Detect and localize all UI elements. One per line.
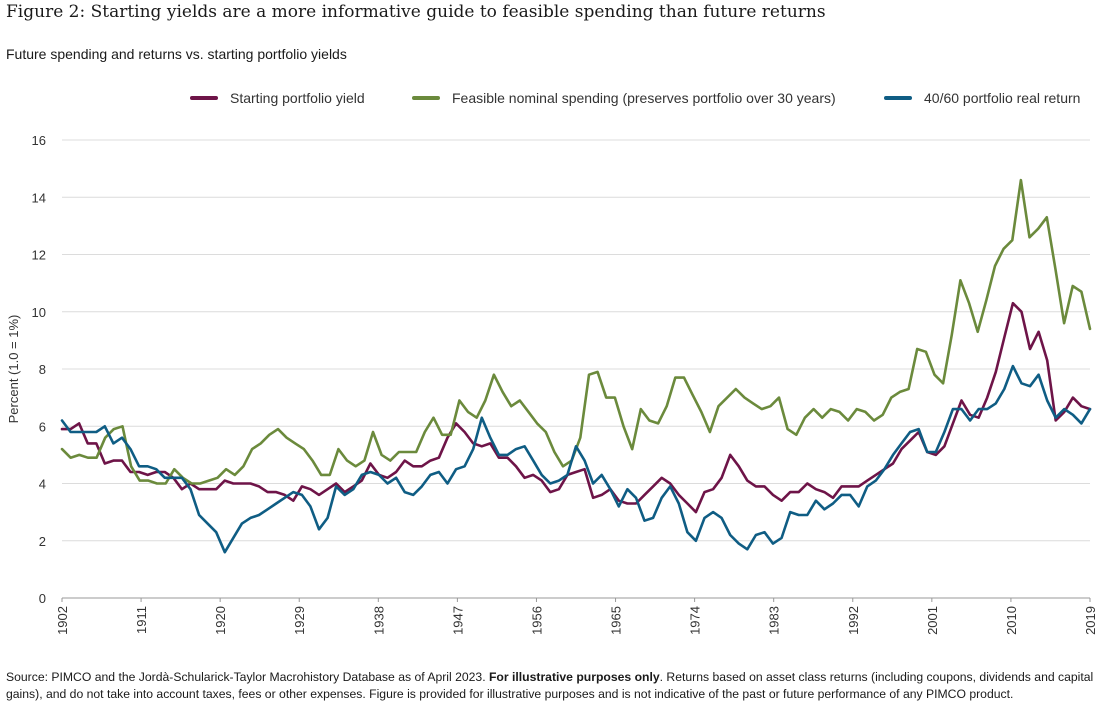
figure-title: Figure 2: Starting yields are a more inf… (6, 2, 826, 22)
series-line-spending (60, 178, 1092, 485)
y-tick-label: 4 (39, 477, 46, 492)
x-tick-label: 1992 (846, 606, 861, 635)
line-chart: 0 2 4 6 8 10 12 14 16 1902 1911 1920 1929 1938 1947 195… (6, 133, 1098, 635)
footnote-text-1: Source: PIMCO and the Jordà-Schularick-T… (6, 670, 489, 684)
legend-swatch-return (884, 96, 912, 100)
footnote-emphasis: For illustrative purposes only (488, 670, 660, 684)
x-tick-label: 1974 (688, 606, 703, 635)
legend-swatch-yield (190, 96, 218, 100)
x-tick-label: 2001 (925, 606, 940, 635)
y-tick-label: 16 (32, 133, 46, 148)
x-tick-label: 1929 (292, 606, 307, 635)
y-tick-label: 10 (32, 305, 46, 320)
legend-item-spending: Feasible nominal spending (preserves por… (412, 90, 836, 106)
x-tick-label: 2010 (1004, 606, 1019, 635)
series-line-yield (60, 301, 1092, 514)
y-axis-label: Percent (1.0 = 1%) (6, 315, 21, 424)
figure-subtitle: Future spending and returns vs. starting… (6, 46, 347, 62)
y-tick-label: 6 (39, 419, 46, 434)
x-tick-label: 1938 (371, 606, 386, 635)
legend-item-yield: Starting portfolio yield (190, 90, 365, 106)
legend-swatch-spending (412, 96, 440, 100)
x-tick-label: 1947 (450, 606, 465, 635)
y-tick-label: 2 (39, 534, 46, 549)
x-tick-label: 1983 (767, 606, 782, 635)
footnote-text-2: . Returns based on asset class returns (… (6, 670, 1094, 701)
legend-item-return: 40/60 portfolio real return (884, 90, 1080, 106)
series-line-return (60, 364, 1092, 554)
legend-label-yield: Starting portfolio yield (230, 90, 365, 106)
y-tick-label: 0 (39, 591, 46, 606)
x-tick-label: 1920 (213, 606, 228, 635)
source-footnote: Source: PIMCO and the Jordà-Schularick-T… (6, 669, 1096, 703)
x-tick-label: 1911 (134, 606, 149, 634)
x-tick-label: 2019 (1083, 606, 1098, 635)
y-tick-label: 8 (39, 362, 46, 377)
x-tick-label: 1902 (55, 606, 70, 635)
x-tick-label: 1965 (609, 606, 624, 635)
legend-label-spending: Feasible nominal spending (preserves por… (452, 90, 836, 106)
chart-legend: Starting portfolio yield Feasible nomina… (0, 90, 1100, 112)
y-tick-label: 14 (32, 190, 46, 205)
legend-label-return: 40/60 portfolio real return (924, 90, 1081, 106)
y-tick-label: 12 (32, 248, 46, 263)
x-tick-label: 1956 (529, 606, 544, 635)
